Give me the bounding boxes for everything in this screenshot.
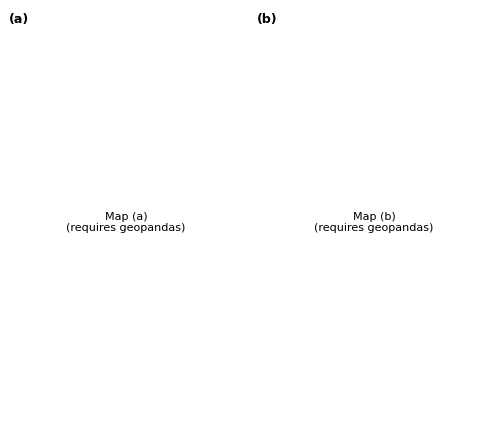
- Text: Map (a)
(requires geopandas): Map (a) (requires geopandas): [66, 212, 186, 233]
- Text: (b): (b): [257, 13, 278, 26]
- Text: (a): (a): [9, 13, 29, 26]
- Text: Map (b)
(requires geopandas): Map (b) (requires geopandas): [314, 212, 434, 233]
